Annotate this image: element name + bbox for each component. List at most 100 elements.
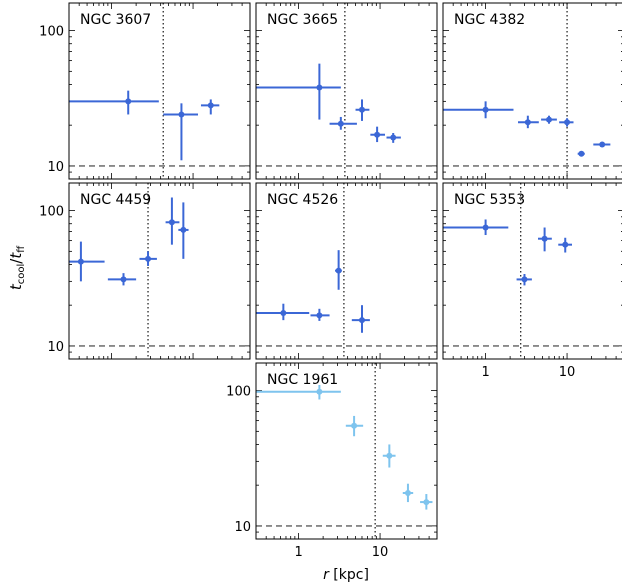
data-point [382,444,396,468]
plot-area [256,3,437,179]
data-point [69,241,105,282]
panel-ngc-3607: 100 10 NGC 3607 [39,2,251,180]
data-point [329,116,357,130]
data-point [256,303,310,321]
panel-title: NGC 4459 [80,192,151,208]
panel-title: NGC 3665 [267,12,338,28]
data-point [335,250,342,290]
marker [521,276,528,283]
panel-title: NGC 5353 [454,192,525,208]
data-point [518,115,539,129]
axis-ticks: 100 10 [39,183,251,360]
data-point [256,385,341,400]
data-point [386,133,401,143]
panel-ngc-4526: NGC 4526 [255,182,438,360]
axis-ticks: 100 10 [39,3,251,180]
data-point [541,115,557,124]
marker [125,98,132,105]
data-point [107,273,137,286]
plot-area [69,3,250,179]
plot-area [256,363,437,539]
y-axis-label: tcool/tff [7,245,27,290]
data-point [355,99,370,121]
data-point [559,118,574,127]
panel-ngc-5353: 1 10 NGC 5353 [442,182,622,380]
panel-frame [68,2,251,180]
panel-ngc-4382: NGC 4382 [442,2,622,180]
data-point [139,251,157,266]
marker [390,134,397,141]
y-tick-label: 10 [47,340,64,355]
y-tick-label: 10 [234,520,251,535]
plot-area [443,183,622,359]
marker [578,150,585,157]
data-point [402,483,414,503]
data-point [443,219,509,236]
data-point [345,415,364,437]
panel-frame [68,182,251,360]
x-tick-label: 10 [559,365,576,380]
data-point [516,273,532,286]
data-point [420,494,433,510]
x-tick-label: 10 [372,545,389,560]
panel-frame [255,2,438,180]
panel-title: NGC 4526 [267,192,338,208]
plot-area [69,183,250,359]
data-point [443,101,514,119]
marker [337,120,344,127]
marker [374,131,381,138]
data-point [256,63,341,120]
marker [482,106,489,113]
marker [404,490,411,497]
data-point [310,308,330,321]
panel-ngc-3665: NGC 3665 [255,2,438,180]
panel-title: NGC 4382 [454,12,525,28]
data-point [165,197,180,245]
axis-ticks: 1 10 [442,183,622,380]
y-tick-label: 100 [39,25,64,40]
panel-frame [442,182,622,360]
panel-title: NGC 1961 [267,372,338,388]
panel-ngc-1961: 100 10 1 10 NGC 1961 [226,362,438,560]
marker [168,219,175,226]
plot-area [443,3,622,179]
marker [564,119,571,126]
marker [599,141,606,148]
marker [120,276,127,283]
marker [541,235,548,242]
y-tick-label: 100 [39,205,64,220]
marker [524,119,531,126]
y-tick-label: 10 [47,160,64,175]
plot-area [256,183,437,359]
panel-title: NGC 3607 [80,12,151,28]
marker [358,317,365,324]
panel-frame [442,2,622,180]
marker [423,499,430,506]
data-point [558,237,573,253]
panel-ngc-4459: 100 10 NGC 4459 [39,182,251,360]
marker [351,422,358,429]
x-tick-label: 1 [294,545,302,560]
data-point [538,227,552,252]
marker [280,310,287,317]
axis-ticks [255,3,438,180]
data-point [370,126,386,143]
panel-frame [255,362,438,540]
marker [145,255,152,262]
marker [335,267,342,274]
data-point [69,90,159,115]
x-axis-label: r [kpc] [323,567,369,583]
marker [178,111,185,118]
data-point [178,202,189,259]
axis-ticks: 100 10 1 10 [226,363,438,560]
marker [207,102,214,109]
marker [545,116,552,123]
axis-ticks [255,183,438,360]
data-point [593,141,611,148]
marker [316,312,323,319]
data-point [163,103,199,161]
marker [562,241,569,248]
marker [77,258,84,265]
data-point [351,305,370,333]
